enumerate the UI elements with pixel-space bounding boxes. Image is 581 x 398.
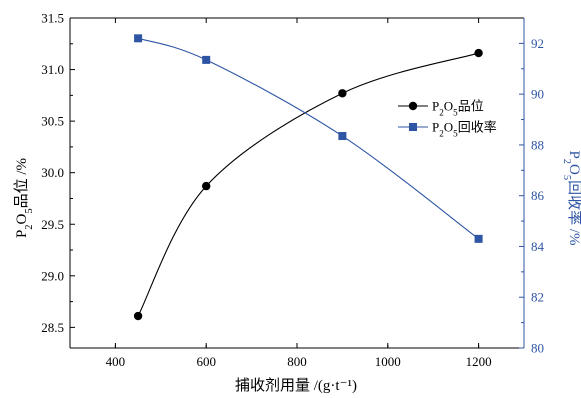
- left-y-tick-label: 29.0: [41, 268, 64, 283]
- right-y-tick-label: 86: [531, 188, 545, 203]
- x-tick-label: 600: [196, 354, 216, 369]
- left-y-tick-label: 30.0: [41, 165, 64, 180]
- x-tick-label: 800: [287, 354, 307, 369]
- series-line: [137, 52, 479, 317]
- legend-marker: [409, 123, 417, 131]
- data-point: [338, 89, 347, 98]
- left-y-tick-label: 31.0: [41, 62, 64, 77]
- x-axis-label: 捕收剂用量 /(g·t⁻¹): [235, 377, 357, 394]
- right-y-axis: 80 82 84 86 88 90 92: [519, 36, 545, 356]
- data-point: [338, 132, 347, 141]
- data-point: [474, 234, 483, 243]
- left-y-axis-label: P2O5品位 /%: [13, 158, 35, 238]
- series-layer: [133, 34, 483, 321]
- legend-label: P2O5品位: [432, 99, 484, 118]
- data-point: [202, 181, 211, 191]
- legend-label: P2O5回收率: [432, 120, 497, 139]
- legend-marker: [408, 101, 418, 111]
- x-tick-label: 1200: [466, 354, 492, 369]
- x-tick-label: 1000: [375, 354, 401, 369]
- left-y-tick-label: 29.5: [41, 217, 64, 232]
- right-y-tick-label: 90: [531, 87, 544, 102]
- data-point: [474, 48, 483, 58]
- left-y-axis: 28.5 29.0 29.5 30.0 30.5 31.0 31.5: [41, 11, 75, 335]
- right-y-tick-label: 92: [531, 36, 544, 51]
- right-y-tick-label: 84: [531, 239, 545, 254]
- plot-area: [69, 17, 525, 349]
- legend: P2O5品位 P2O5回收率: [398, 99, 497, 139]
- left-y-tick-label: 28.5: [41, 320, 64, 335]
- left-y-tick-label: 30.5: [41, 114, 64, 129]
- series-2: [134, 34, 483, 243]
- data-point: [133, 311, 143, 321]
- series-line: [137, 37, 479, 240]
- right-y-tick-label: 80: [531, 341, 544, 356]
- legend-item-2: P2O5回收率: [398, 120, 497, 139]
- x-tick-label: 400: [106, 354, 126, 369]
- right-y-axis-label: P2O5回收率 /%: [562, 150, 581, 245]
- legend-item-1: P2O5品位: [398, 99, 484, 118]
- left-y-tick-label: 31.5: [41, 11, 64, 26]
- data-point: [134, 34, 143, 43]
- series-1: [133, 48, 483, 321]
- data-point: [202, 55, 211, 64]
- x-axis: 400 600 800 1000 1200: [106, 18, 492, 369]
- right-y-tick-label: 88: [531, 137, 544, 152]
- right-y-tick-label: 82: [531, 290, 544, 305]
